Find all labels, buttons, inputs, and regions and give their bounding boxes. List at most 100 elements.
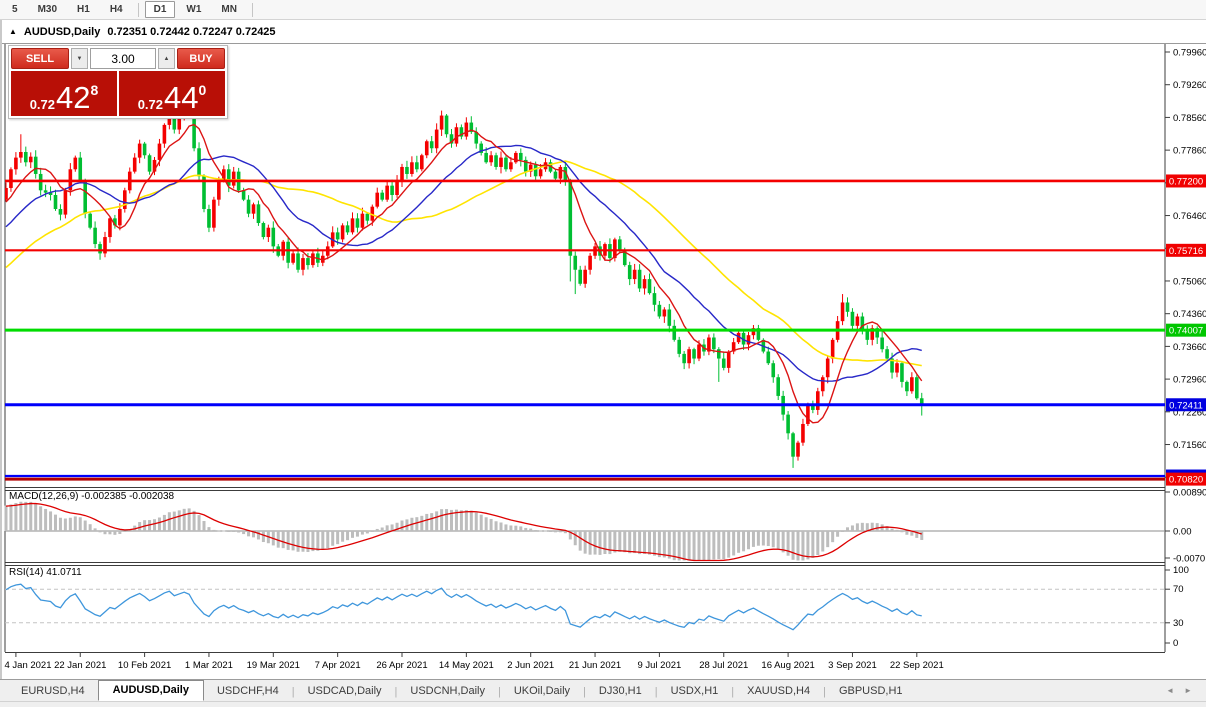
- chart-tab-audusd-daily[interactable]: AUDUSD,Daily: [97, 680, 204, 701]
- price-badge-0.70820: 0.70820: [1166, 472, 1206, 486]
- tab-separator: |: [731, 685, 735, 698]
- tab-scroll-right-icon[interactable]: ►: [1184, 686, 1192, 695]
- tab-separator: |: [497, 685, 501, 698]
- chart-tab-ukoil-daily[interactable]: UKOil,Daily: [513, 685, 571, 697]
- chart-tab-usdchf-h4[interactable]: USDCHF,H4: [216, 685, 279, 697]
- date-tick-label: 2 Jun 2021: [507, 660, 554, 671]
- timeframe-button-w1[interactable]: W1: [186, 4, 202, 15]
- tab-separator: |: [291, 685, 295, 698]
- svg-text:0.74007: 0.74007: [1169, 326, 1203, 337]
- date-tick-label: 4 Jan 2021: [4, 660, 51, 671]
- sell-price-big: 42: [56, 80, 91, 115]
- buy-price-prefix: 0.72: [137, 97, 164, 112]
- chart-title: AUDUSD,Daily: [23, 26, 101, 38]
- price-tick-label: 0.75060: [1173, 276, 1206, 287]
- ma-mid-blue: [5, 144, 922, 382]
- chart-tab-xauusd-h4[interactable]: XAUUSD,H4: [747, 685, 811, 697]
- up-arrow-icon: ▲: [163, 55, 170, 62]
- price-tick-label: 0.79960: [1173, 48, 1206, 59]
- trade-panel-controls: SELL ▼ ▲ BUY: [11, 48, 225, 69]
- volume-input[interactable]: [90, 48, 156, 69]
- chart-tabs: EURUSD,H4 AUDUSD,Daily USDCHF,H4 | USDCAD,Da…: [8, 680, 916, 701]
- volume-decrease-button[interactable]: ▼: [71, 48, 88, 69]
- macd-tick-label: 0.00: [1173, 527, 1192, 538]
- macd-signal-line: [5, 502, 922, 562]
- chart-tab-eurusd-h4[interactable]: EURUSD,H4: [21, 685, 85, 697]
- rsi-tick-label: 30: [1173, 618, 1184, 629]
- date-tick-label: 22 Sep 2021: [890, 660, 944, 671]
- chart-tab-gbpusd-h1[interactable]: GBPUSD,H1: [838, 685, 903, 697]
- horizontal-level-lines: [5, 179, 1165, 481]
- buy-price-big: 44: [164, 80, 199, 115]
- timeframe-button-m30[interactable]: M30: [37, 4, 58, 15]
- ma-fast-red: [5, 123, 923, 424]
- price-tick-label: 0.76460: [1173, 211, 1206, 222]
- rsi-line: [5, 583, 922, 631]
- svg-text:0.75716: 0.75716: [1169, 246, 1203, 257]
- moving-averages: [5, 123, 923, 424]
- rsi-pane: [5, 583, 1165, 631]
- chart-tab-usdx-h1[interactable]: USDX,H1: [670, 685, 719, 697]
- timeframe-button-h4[interactable]: H4: [109, 4, 123, 15]
- date-tick-label: 1 Mar 2021: [185, 660, 233, 671]
- tab-separator: |: [583, 685, 586, 698]
- chart-tab-bar: EURUSD,H4 AUDUSD,Daily USDCHF,H4 | USDCAD,Da…: [0, 679, 1206, 701]
- date-tick-label: 14 May 2021: [439, 660, 494, 671]
- tab-separator: |: [654, 685, 658, 698]
- price-tick-label: 0.77860: [1173, 146, 1206, 157]
- tab-scroll-left-icon[interactable]: ◄: [1166, 686, 1175, 695]
- price-badge-0.74007: 0.74007: [1166, 323, 1206, 337]
- price-tick-label: 0.79260: [1173, 80, 1206, 91]
- date-axis: 4 Jan 2021 22 Jan 2021 10 Feb 2021 1 Mar 20…: [4, 653, 944, 671]
- date-tick-label: 3 Sep 2021: [828, 660, 877, 671]
- one-click-trade-panel: SELL ▼ ▲ BUY 0.72 42 8 0.72 44 0: [8, 45, 228, 119]
- sell-button[interactable]: SELL: [11, 48, 69, 69]
- price-tick-label: 0.72960: [1173, 375, 1206, 386]
- rsi-label: RSI(14) 41.0711: [9, 567, 82, 578]
- toolbar-divider: [137, 2, 139, 17]
- window-bottom-strip: [0, 701, 1206, 707]
- date-tick-label: 9 Jul 2021: [637, 660, 681, 671]
- toolbar-divider: [251, 2, 253, 17]
- date-tick-label: 21 Jun 2021: [569, 660, 621, 671]
- chart-ohlc-values: 0.72351 0.72442 0.72247 0.72425: [107, 26, 276, 38]
- timeframe-button-5[interactable]: 5: [12, 4, 18, 15]
- sell-price-tile[interactable]: 0.72 42 8: [11, 71, 117, 116]
- price-badge-0.72411: 0.72411: [1166, 398, 1206, 412]
- date-tick-label: 19 Mar 2021: [247, 660, 300, 671]
- price-tick-label: 0.73660: [1173, 342, 1206, 353]
- rsi-tick-label: 100: [1173, 565, 1189, 576]
- chart-tab-dj30-h1[interactable]: DJ30,H1: [598, 685, 642, 697]
- buy-button[interactable]: BUY: [177, 48, 225, 69]
- svg-text:0.72411: 0.72411: [1169, 400, 1203, 411]
- collapse-chart-icon[interactable]: ▲: [9, 26, 17, 36]
- macd-label: MACD(12,26,9) -0.002385 -0.002038: [9, 491, 175, 502]
- trade-panel-prices: 0.72 42 8 0.72 44 0: [11, 71, 225, 116]
- macd-tick-label: 0.008904: [1173, 488, 1206, 499]
- date-tick-label: 26 Apr 2021: [376, 660, 427, 671]
- timeframe-button-d1[interactable]: D1: [144, 1, 176, 18]
- price-badge-0.75716: 0.75716: [1166, 243, 1206, 257]
- buy-price-sup: 0: [198, 82, 207, 98]
- chart-header: ▲ AUDUSD,Daily 0.72351 0.72442 0.72247 0…: [9, 26, 276, 38]
- timeframe-button-mn[interactable]: MN: [221, 4, 237, 15]
- date-tick-label: 16 Aug 2021: [761, 660, 814, 671]
- price-tick-label: 0.72260: [1173, 407, 1206, 418]
- timeframe-button-h1[interactable]: H1: [77, 4, 90, 15]
- rsi-tick-label: 70: [1173, 584, 1184, 595]
- timeframe-toolbar: 5 M30 H1 H4 D1 W1 MN: [0, 0, 1206, 20]
- down-arrow-icon: ▼: [76, 55, 83, 62]
- date-tick-label: 22 Jan 2021: [54, 660, 106, 671]
- date-tick-label: 10 Feb 2021: [118, 660, 171, 671]
- buy-price-tile[interactable]: 0.72 44 0: [119, 71, 225, 116]
- volume-increase-button[interactable]: ▲: [158, 48, 175, 69]
- window-left-border: [0, 20, 2, 702]
- tab-separator: |: [394, 685, 398, 698]
- candlesticks: [5, 99, 924, 468]
- chart-tab-usdcad-daily[interactable]: USDCAD,Daily: [307, 685, 382, 697]
- chart-tab-usdcnh-daily[interactable]: USDCNH,Daily: [410, 685, 485, 697]
- price-tick-label: 0.78560: [1173, 113, 1206, 124]
- date-tick-label: 28 Jul 2021: [699, 660, 748, 671]
- tab-separator: |: [823, 685, 826, 698]
